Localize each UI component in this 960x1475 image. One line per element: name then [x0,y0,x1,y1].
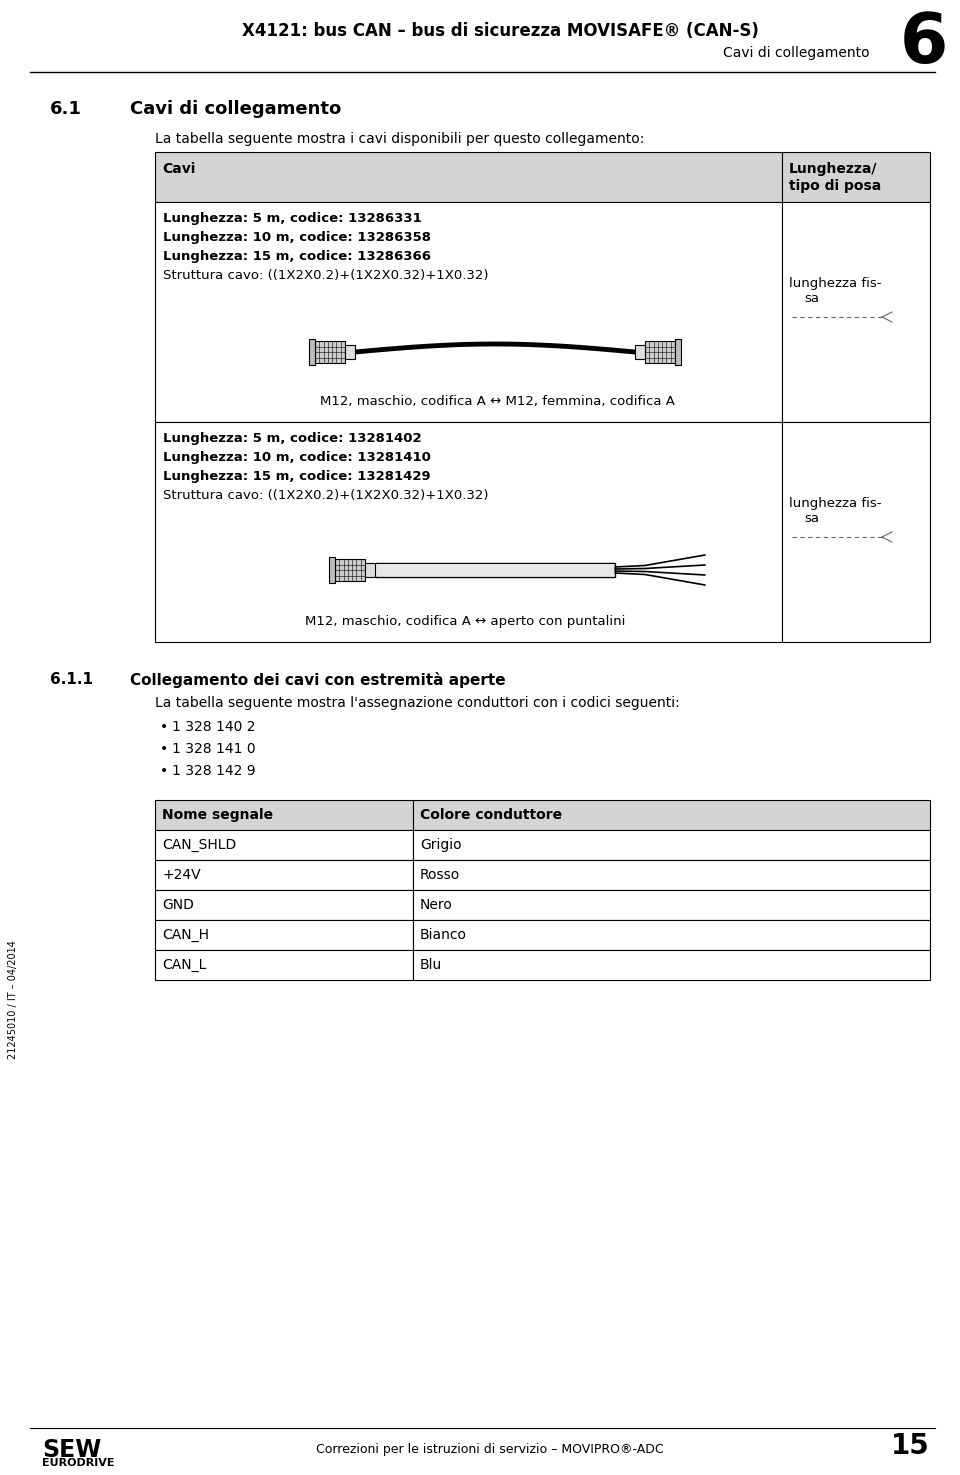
Text: Lunghezza/: Lunghezza/ [789,162,877,176]
Bar [635,345,645,358]
Text: Lunghezza: 5 m, codice: 13281402: Lunghezza: 5 m, codice: 13281402 [163,432,421,445]
Text: 1 328 140 2: 1 328 140 2 [172,720,255,735]
Bar [375,563,615,577]
Text: Lunghezza: 15 m, codice: 13281429: Lunghezza: 15 m, codice: 13281429 [163,471,431,482]
Text: GND: GND [162,898,194,912]
Text: Correzioni per le istruzioni di servizio – MOVIPRO®-ADC: Correzioni per le istruzioni di servizio… [316,1443,663,1456]
Text: •: • [160,742,168,757]
Text: +24V: +24V [162,867,201,882]
Bar [155,830,413,860]
Text: Struttura cavo: ((1X2X0.2)+(1X2X0.32)+1X0.32): Struttura cavo: ((1X2X0.2)+(1X2X0.32)+1X… [163,490,489,502]
Bar [155,202,782,422]
Text: •: • [160,720,168,735]
Bar [155,950,413,979]
Text: 6.1: 6.1 [50,100,82,118]
Text: 1 328 142 9: 1 328 142 9 [172,764,255,777]
Bar [413,830,930,860]
Bar [675,339,681,364]
Text: 6: 6 [900,10,948,77]
Text: Bianco: Bianco [420,928,467,943]
Text: Rosso: Rosso [420,867,460,882]
Text: •: • [160,764,168,777]
Text: Cavi: Cavi [162,162,196,176]
Text: Nero: Nero [420,898,453,912]
Text: M12, maschio, codifica A ↔ M12, femmina, codifica A: M12, maschio, codifica A ↔ M12, femmina,… [320,395,675,409]
Bar [155,889,413,920]
Text: tipo di posa: tipo di posa [789,178,881,193]
Text: Cavi di collegamento: Cavi di collegamento [724,46,870,60]
Bar [155,860,413,889]
Text: Collegamento dei cavi con estremità aperte: Collegamento dei cavi con estremità aper… [130,673,506,687]
Bar [309,339,315,364]
Bar [365,563,375,577]
Text: Lunghezza: 10 m, codice: 13281410: Lunghezza: 10 m, codice: 13281410 [163,451,431,465]
Text: SEW: SEW [42,1438,101,1462]
Text: 15: 15 [891,1432,930,1460]
Text: Lunghezza: 15 m, codice: 13286366: Lunghezza: 15 m, codice: 13286366 [163,249,431,263]
Text: 1 328 141 0: 1 328 141 0 [172,742,255,757]
Text: Cavi di collegamento: Cavi di collegamento [130,100,341,118]
Text: EURODRIVE: EURODRIVE [42,1457,114,1468]
Text: CAN_H: CAN_H [162,928,209,943]
Text: M12, maschio, codifica A ↔ aperto con puntalini: M12, maschio, codifica A ↔ aperto con pu… [305,615,625,628]
Text: Nome segnale: Nome segnale [162,808,274,822]
Text: 6.1.1: 6.1.1 [50,673,93,687]
Bar [155,422,782,642]
Bar [155,799,413,830]
Bar [376,563,614,577]
Text: Struttura cavo: ((1X2X0.2)+(1X2X0.32)+1X0.32): Struttura cavo: ((1X2X0.2)+(1X2X0.32)+1X… [163,268,489,282]
Bar [155,920,413,950]
Text: CAN_SHLD: CAN_SHLD [162,838,236,853]
Bar [782,422,930,642]
Text: Lunghezza: 5 m, codice: 13286331: Lunghezza: 5 m, codice: 13286331 [163,212,421,226]
Bar [413,799,930,830]
Bar [329,558,335,583]
Text: CAN_L: CAN_L [162,957,206,972]
Bar [335,559,365,581]
Bar [345,345,355,358]
Bar [155,152,782,202]
Bar [413,860,930,889]
Text: X4121: bus CAN – bus di sicurezza MOVISAFE® (CAN-S): X4121: bus CAN – bus di sicurezza MOVISA… [242,22,758,40]
Bar [315,341,345,363]
Bar [413,889,930,920]
Bar [413,950,930,979]
Bar [413,920,930,950]
Text: 21245010 / IT – 04/2014: 21245010 / IT – 04/2014 [8,941,18,1059]
Text: La tabella seguente mostra i cavi disponibili per questo collegamento:: La tabella seguente mostra i cavi dispon… [155,131,644,146]
Text: sa: sa [804,512,819,525]
Text: Lunghezza: 10 m, codice: 13286358: Lunghezza: 10 m, codice: 13286358 [163,232,431,243]
Bar [645,341,675,363]
Text: La tabella seguente mostra l'assegnazione conduttori con i codici seguenti:: La tabella seguente mostra l'assegnazion… [155,696,680,709]
Text: lunghezza fis-: lunghezza fis- [789,497,881,510]
Bar [782,152,930,202]
Text: Colore conduttore: Colore conduttore [420,808,563,822]
Bar [782,202,930,422]
Text: lunghezza fis-: lunghezza fis- [789,277,881,291]
Text: sa: sa [804,292,819,305]
Text: Grigio: Grigio [420,838,462,853]
Text: Blu: Blu [420,957,443,972]
